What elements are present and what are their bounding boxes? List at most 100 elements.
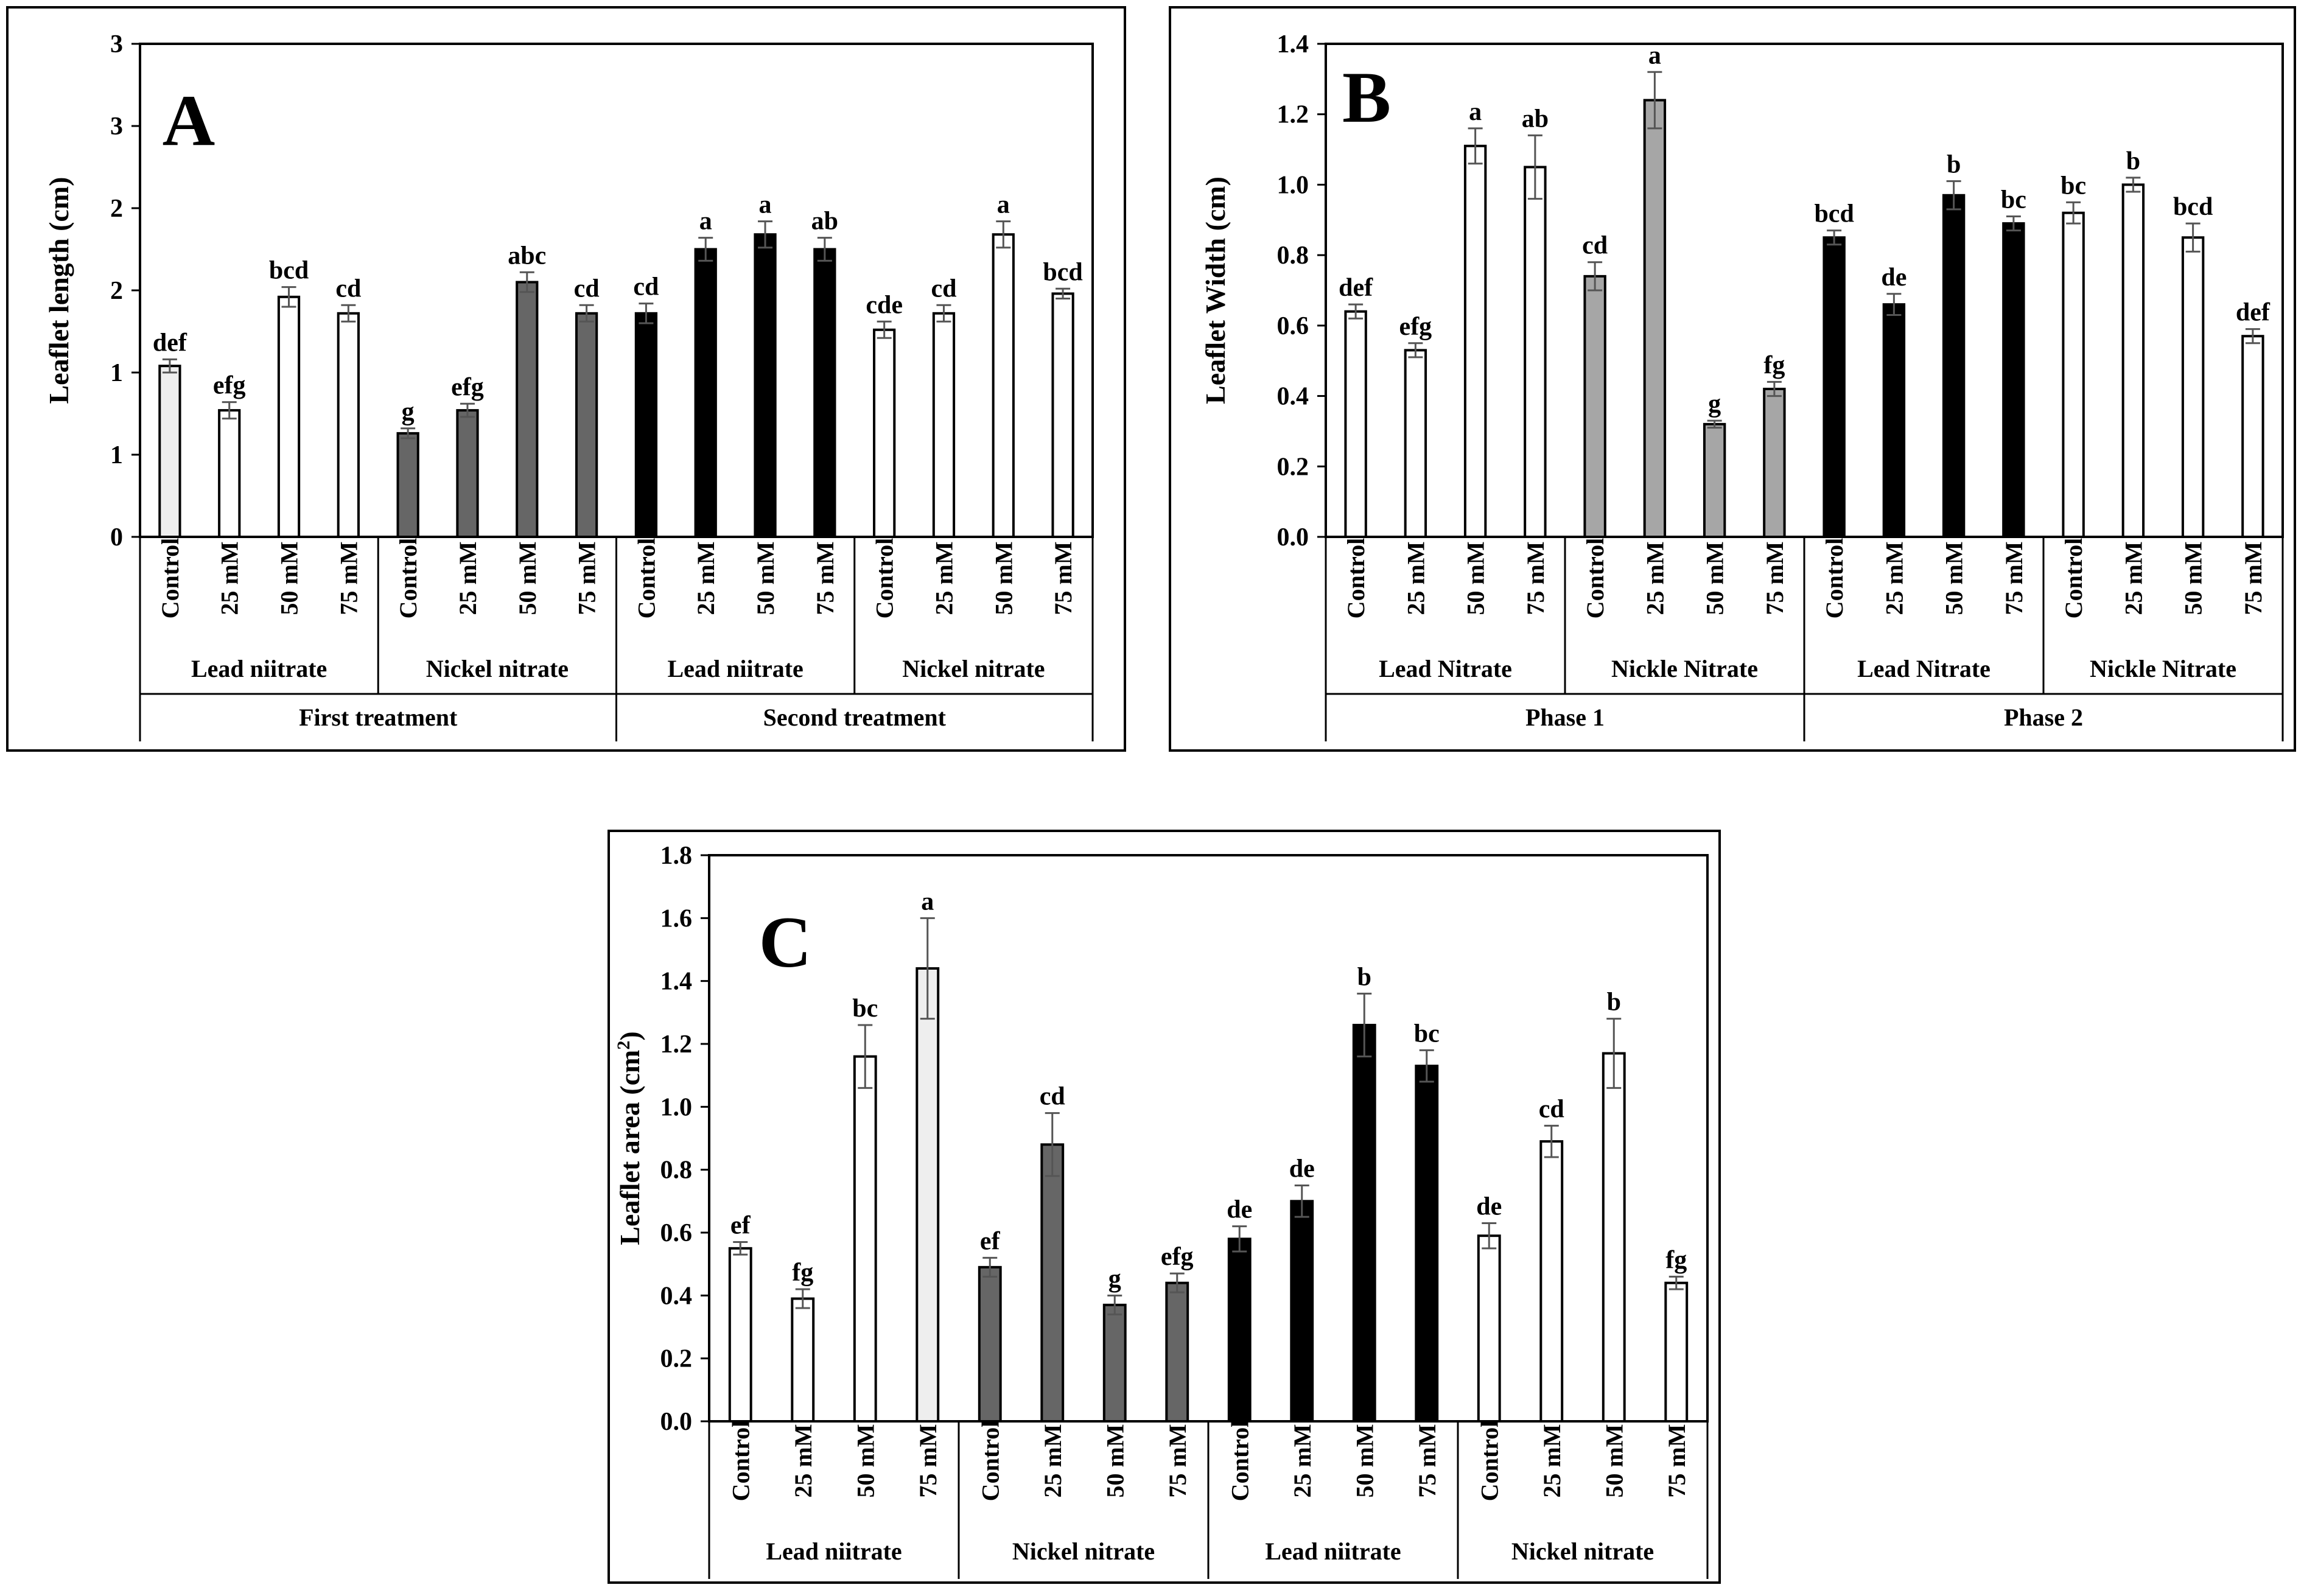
category-label: 50 mM [1600, 1424, 1628, 1497]
bar [1539, 1140, 1564, 1423]
bar [992, 233, 1015, 538]
significance-label: b [1607, 989, 1621, 1017]
bar [1040, 1143, 1065, 1423]
category-label: 50 mM [1462, 541, 1490, 615]
significance-label: def [153, 329, 187, 357]
category-label: 75 mM [811, 541, 839, 615]
bar [456, 409, 479, 538]
category-label: 50 mM [852, 1424, 879, 1497]
significance-label: bcd [1814, 200, 1854, 228]
significance-label: de [1227, 1196, 1252, 1224]
category-label: 50 mM [1941, 541, 1968, 615]
significance-label: a [699, 208, 712, 236]
category-label: 75 mM [1761, 541, 1788, 615]
significance-label: bcd [269, 257, 309, 285]
y-axis-label: Leaflet Width (cm) [1200, 177, 1231, 404]
category-label: 25 mM [1039, 1424, 1066, 1497]
category-label: 75 mM [1164, 1424, 1191, 1497]
significance-label: fg [1665, 1246, 1687, 1274]
category-label: 25 mM [1538, 1424, 1566, 1497]
category-label: 25 mM [1289, 1424, 1316, 1497]
supergroup-label: Phase 1 [1525, 704, 1605, 731]
category-label: 25 mM [216, 541, 243, 615]
y-tick-label: 1.2 [1277, 101, 1309, 129]
significance-label: a [921, 887, 934, 915]
group-label: Lead niitrate [191, 655, 327, 682]
y-tick-label: 1.4 [1277, 30, 1309, 58]
y-tick-label: 1 [110, 359, 123, 387]
bar [634, 312, 658, 538]
bar [1763, 388, 1786, 538]
category-label: Control [632, 538, 660, 619]
category-label: Control [394, 538, 422, 619]
category-label: Control [1476, 1421, 1503, 1502]
bar [1942, 194, 1966, 538]
significance-label: b [1357, 963, 1371, 991]
y-tick-label: 0 [110, 523, 123, 551]
significance-label: cd [1582, 232, 1608, 260]
bar [1463, 144, 1487, 539]
bar [1102, 1303, 1127, 1423]
significance-label: bc [2061, 172, 2086, 200]
panel-frame [608, 830, 1721, 1584]
panel-letter: A [163, 80, 215, 161]
group-label: Lead niitrate [1265, 1538, 1401, 1565]
category-label: 50 mM [1101, 1424, 1129, 1497]
group-label: Nickle Nitrate [2090, 655, 2236, 682]
category-label: Control [727, 1421, 754, 1502]
panel-a: 0 1 1 2 2 3 3 Leaflet length (cm) def Control efg 2… [6, 6, 1126, 752]
significance-label: bc [2001, 186, 2026, 214]
significance-label: fg [792, 1259, 813, 1287]
significance-label: def [2236, 299, 2271, 327]
bar [1415, 1065, 1439, 1423]
significance-label: ab [1522, 105, 1549, 133]
significance-label: a [1469, 98, 1482, 126]
y-tick-label: 0.4 [1277, 383, 1309, 411]
significance-label: a [997, 191, 1010, 219]
bar [2241, 335, 2264, 538]
bar [337, 312, 360, 538]
significance-label: fg [1763, 351, 1785, 379]
y-axis-label: Leaflet length (cm) [43, 177, 74, 404]
significance-label: de [1289, 1155, 1315, 1183]
category-label: 25 mM [454, 541, 481, 615]
y-tick-label: 0.6 [1277, 312, 1309, 340]
significance-label: g [1108, 1265, 1121, 1293]
category-label: 75 mM [573, 541, 601, 615]
bar [1290, 1200, 1314, 1423]
bar [1602, 1052, 1626, 1423]
y-axis-label: Leaflet area (cm2) [614, 1031, 646, 1245]
bar [2121, 183, 2145, 538]
significance-label: cd [633, 273, 659, 301]
y-tick-label: 1.6 [660, 905, 693, 933]
bar [873, 328, 896, 538]
group-label: Lead niitrate [766, 1538, 902, 1565]
y-tick-label: 0.2 [660, 1345, 693, 1373]
group-label: Lead Nitrate [1379, 655, 1512, 682]
category-label: Control [1226, 1421, 1253, 1502]
group-label: Nickle Nitrate [1611, 655, 1758, 682]
bar [1404, 349, 1427, 538]
bar [277, 295, 301, 538]
category-label: 75 mM [1049, 541, 1077, 615]
supergroup-label: Phase 2 [2004, 704, 2083, 731]
category-label: 75 mM [2000, 541, 2028, 615]
category-label: Control [1581, 538, 1609, 619]
category-label: 25 mM [1880, 541, 1908, 615]
significance-label: def [1339, 274, 1373, 302]
category-label: 50 mM [990, 541, 1017, 615]
panel-letter: B [1342, 57, 1391, 138]
category-label: 75 mM [1522, 541, 1549, 615]
bar [1664, 1281, 1689, 1423]
group-label: Nickel nitrate [1511, 1538, 1654, 1565]
category-label: 75 mM [335, 541, 362, 615]
category-label: 75 mM [1413, 1424, 1441, 1497]
bar [791, 1297, 815, 1423]
group-label: Nickel nitrate [902, 655, 1045, 682]
panel-frame [6, 6, 1126, 752]
significance-label: de [1881, 264, 1907, 292]
y-tick-label: 1.2 [660, 1031, 693, 1059]
category-label: 25 mM [2120, 541, 2147, 615]
panel-b: 0.0 0.2 0.4 0.6 0.8 1.0 1.2 1.4 Leaflet Width (c… [1169, 6, 2296, 752]
